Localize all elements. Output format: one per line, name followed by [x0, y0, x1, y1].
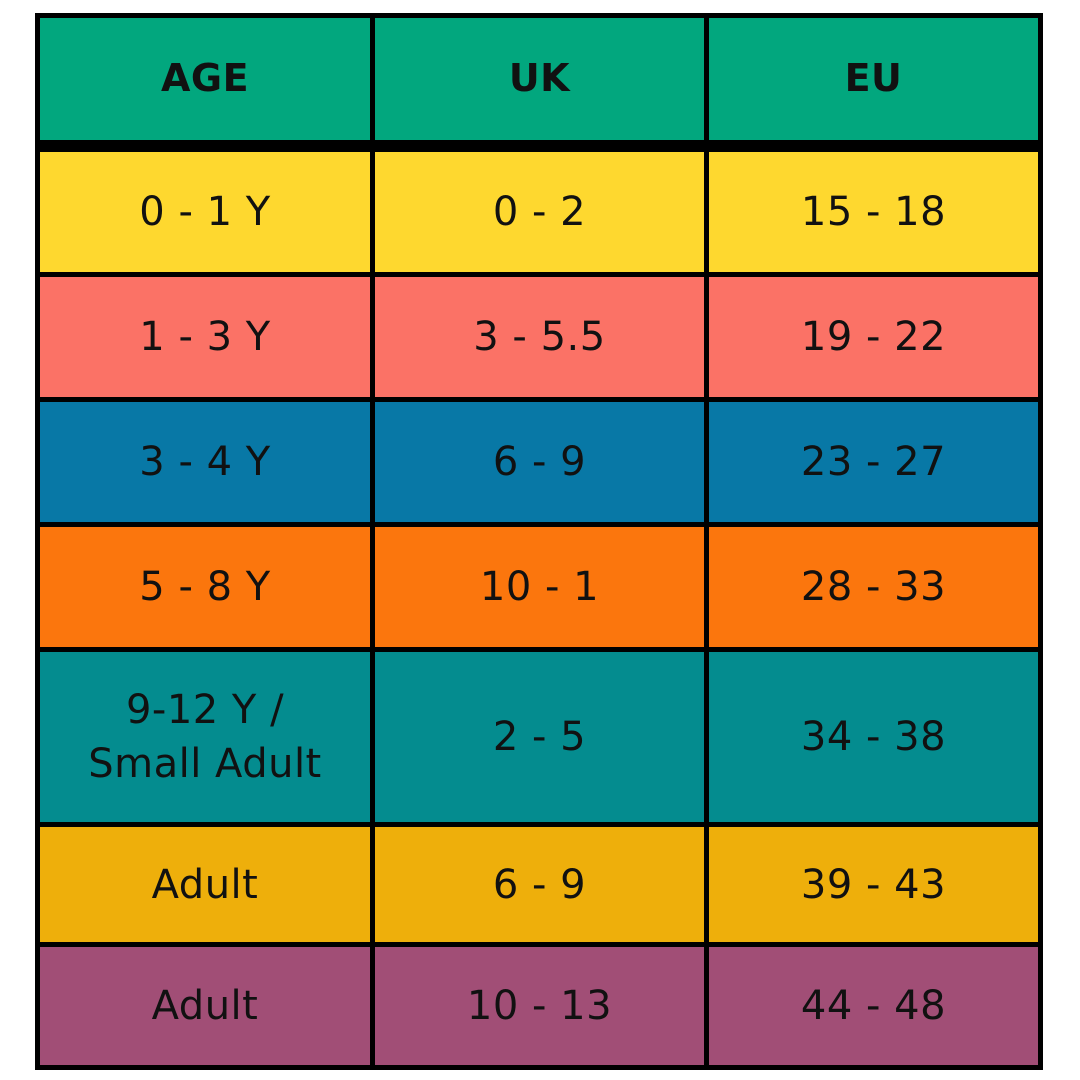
eu-cell: 44 - 48 [703, 942, 1044, 1070]
eu-cell: 15 - 18 [703, 143, 1044, 277]
eu-cell: 34 - 38 [703, 647, 1044, 827]
uk-cell: 6 - 9 [370, 397, 709, 527]
age-cell: Adult [35, 942, 375, 1070]
eu-cell: 19 - 22 [703, 272, 1044, 402]
age-cell: Adult [35, 822, 375, 947]
size-chart: AGE UK EU 0 - 1 Y 0 - 2 15 - 18 1 - 3 Y … [35, 13, 1044, 1070]
table-row: Adult 10 - 13 44 - 48 [35, 942, 1044, 1070]
eu-cell: 23 - 27 [703, 397, 1044, 527]
table-row: 1 - 3 Y 3 - 5.5 19 - 22 [35, 272, 1044, 402]
age-cell: 9-12 Y / Small Adult [35, 647, 375, 827]
uk-cell: 6 - 9 [370, 822, 709, 947]
table-row: 5 - 8 Y 10 - 1 28 - 33 [35, 522, 1044, 652]
uk-cell: 2 - 5 [370, 647, 709, 827]
age-cell: 0 - 1 Y [35, 143, 375, 277]
uk-cell: 10 - 13 [370, 942, 709, 1070]
column-header-uk: UK [370, 13, 709, 152]
age-cell: 5 - 8 Y [35, 522, 375, 652]
size-chart-table: AGE UK EU 0 - 1 Y 0 - 2 15 - 18 1 - 3 Y … [35, 13, 1044, 1070]
column-header-eu: EU [703, 13, 1044, 152]
uk-cell: 10 - 1 [370, 522, 709, 652]
age-cell: 3 - 4 Y [35, 397, 375, 527]
uk-cell: 0 - 2 [370, 143, 709, 277]
age-cell: 1 - 3 Y [35, 272, 375, 402]
table-row: Adult 6 - 9 39 - 43 [35, 822, 1044, 947]
header-row: AGE UK EU [35, 13, 1044, 152]
eu-cell: 28 - 33 [703, 522, 1044, 652]
uk-cell: 3 - 5.5 [370, 272, 709, 402]
table-row: 0 - 1 Y 0 - 2 15 - 18 [35, 143, 1044, 277]
eu-cell: 39 - 43 [703, 822, 1044, 947]
table-row: 3 - 4 Y 6 - 9 23 - 27 [35, 397, 1044, 527]
table-row: 9-12 Y / Small Adult 2 - 5 34 - 38 [35, 647, 1044, 827]
column-header-age: AGE [35, 13, 375, 152]
